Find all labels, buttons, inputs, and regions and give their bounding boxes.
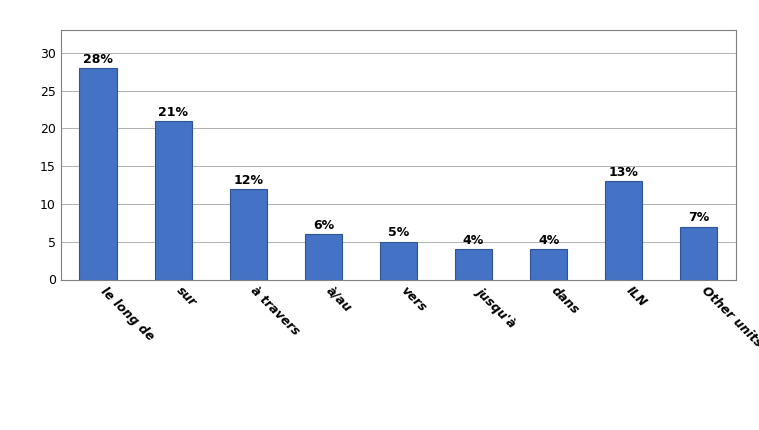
- Text: 6%: 6%: [313, 219, 334, 232]
- Text: 7%: 7%: [688, 211, 710, 224]
- Bar: [80, 68, 117, 280]
- Text: 28%: 28%: [83, 52, 113, 66]
- Bar: [605, 181, 642, 280]
- Text: 21%: 21%: [159, 105, 188, 119]
- Bar: [380, 242, 417, 280]
- Bar: [155, 121, 192, 280]
- Text: 12%: 12%: [233, 174, 263, 187]
- Text: 4%: 4%: [538, 234, 559, 247]
- Text: 5%: 5%: [388, 227, 409, 240]
- Text: 13%: 13%: [609, 166, 638, 179]
- Bar: [455, 249, 493, 280]
- Bar: [229, 189, 267, 280]
- Text: 4%: 4%: [463, 234, 484, 247]
- Bar: [530, 249, 567, 280]
- Bar: [304, 234, 342, 280]
- Bar: [680, 227, 717, 280]
